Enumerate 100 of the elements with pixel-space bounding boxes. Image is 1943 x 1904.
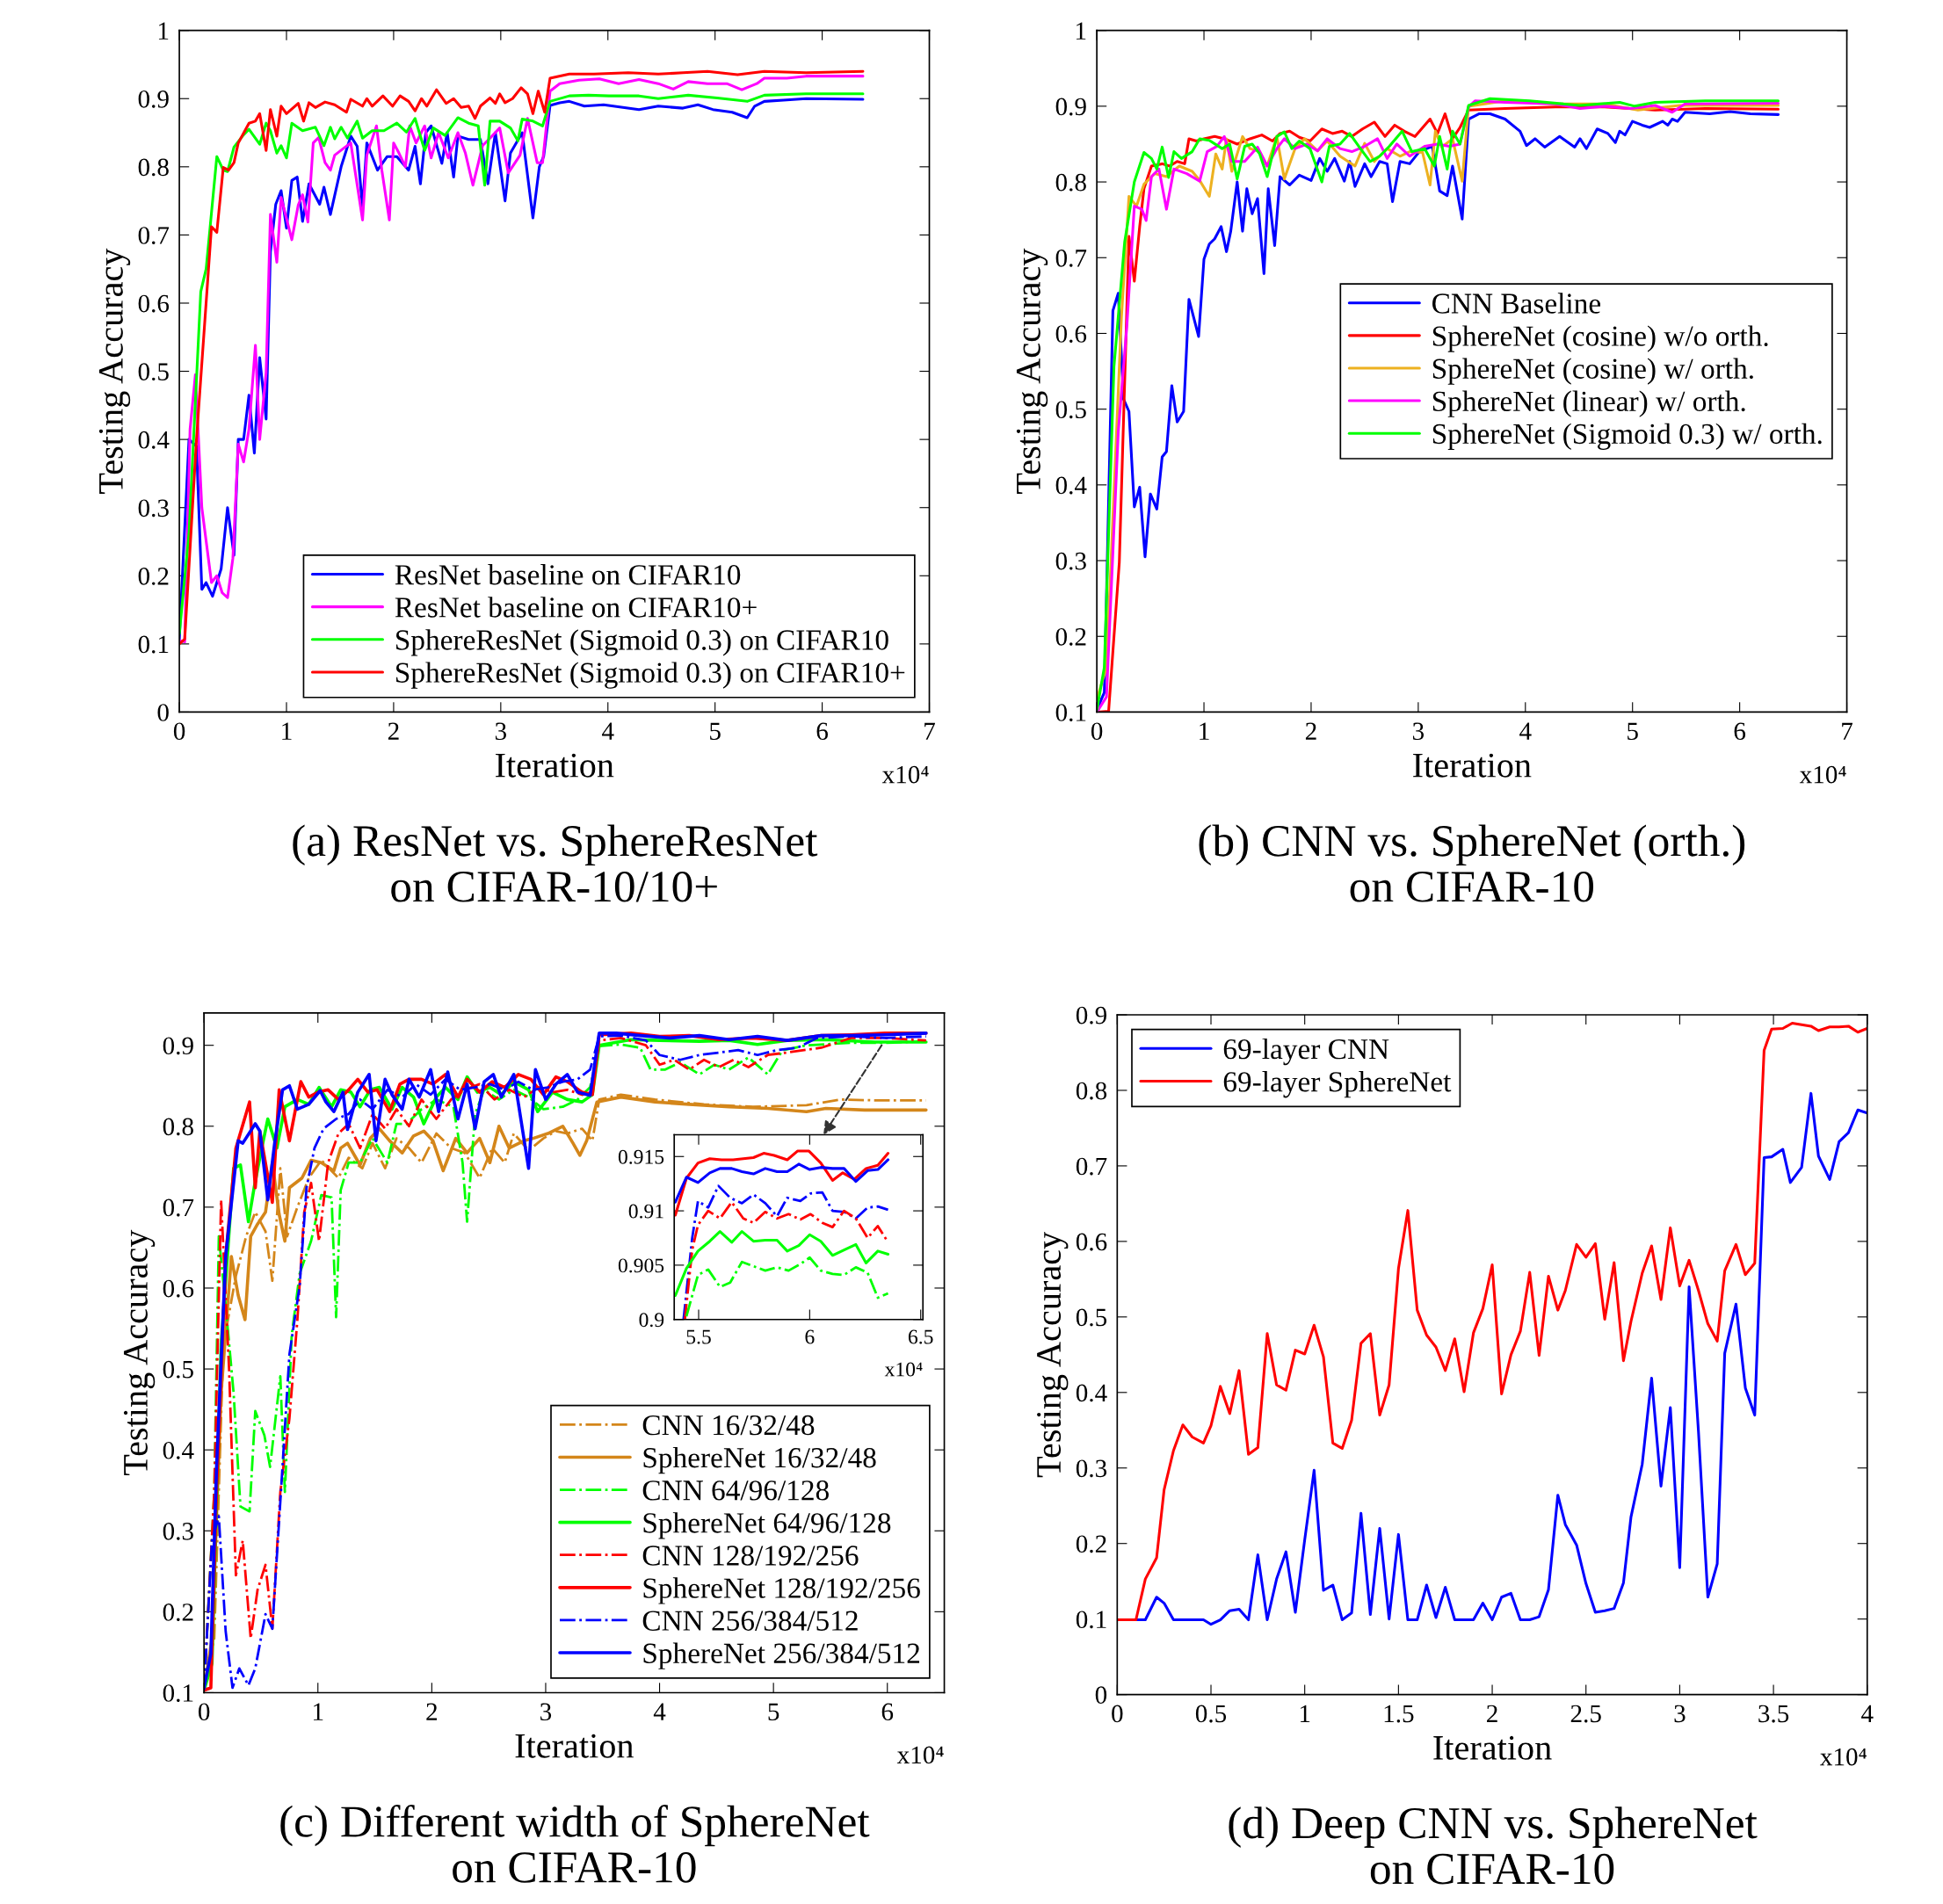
x-axis-title: Iteration	[496, 753, 614, 778]
legend-label: CNN 128/192/256	[642, 1546, 859, 1566]
y-axis-title: Testing Accuracy	[1016, 248, 1048, 494]
legend-label: 69-layer SphereNet	[1223, 1071, 1452, 1098]
x-tick-label: 3.5	[1758, 1705, 1789, 1723]
y-tick-label: 0.1	[163, 1684, 193, 1702]
text: x10⁴	[896, 1746, 944, 1764]
x-tick-label: 6	[1734, 722, 1746, 741]
x-tick-label: 3	[1674, 1705, 1686, 1723]
y-axis-title: Testing Accuracy	[1037, 1231, 1069, 1478]
y-tick-label: 0.5	[163, 1360, 193, 1379]
x-tick-label: 4	[1861, 1705, 1874, 1722]
y-tick-label: 0.1	[1055, 704, 1086, 721]
y-axis-title: Testing Accuracy	[123, 1229, 156, 1475]
text: (d) Deep CNN vs. SphereNet on CIFAR-10	[1229, 1806, 1758, 1885]
y-axis-title: Testing Accuracy	[98, 248, 131, 494]
annotation: x10⁴	[884, 1362, 923, 1377]
legend-label: SphereNet 16/32/48	[643, 1446, 876, 1474]
x-tick-label: 2	[388, 722, 399, 740]
x-tick-label: 1	[314, 1703, 323, 1720]
y-tick-label: 0.3	[138, 499, 169, 518]
y-tick-label: 0.6	[163, 1279, 194, 1298]
x-tick-label: 3	[540, 1703, 552, 1721]
y-tick-label: 0.9	[1076, 1006, 1107, 1024]
y-tick-label: 0.3	[1076, 1459, 1107, 1478]
y-tick-label: 0.2	[1076, 1535, 1106, 1553]
y-tick-label: 0.4	[138, 431, 170, 449]
line-series	[685, 1256, 889, 1318]
line-series	[674, 1230, 890, 1298]
y-tick-label: 0.3	[163, 1522, 193, 1540]
legend-label: SphereNet 64/96/128	[643, 1512, 891, 1539]
x-tick-label: 1	[1200, 722, 1209, 740]
line-series	[674, 1158, 890, 1204]
x-tick-label: 7	[924, 722, 935, 740]
x-tick-label: 3	[495, 722, 506, 741]
x-tick-label: 4	[653, 1703, 666, 1720]
y-tick-label: 0.91	[628, 1204, 663, 1219]
legend-label: CNN 256/384/512	[642, 1611, 858, 1631]
y-tick-label: 1	[1076, 22, 1086, 40]
legend-label: SphereResNet (Sigmoid 0.3) on CIFAR10	[396, 629, 888, 656]
x-tick-label: 2	[1305, 722, 1316, 740]
y-tick-label: 0.7	[138, 227, 170, 244]
text: x10⁴	[1799, 765, 1846, 784]
x-tick-label: 6	[805, 1329, 815, 1344]
x-tick-label: 5	[710, 722, 721, 741]
legend-label: SphereNet 256/384/512	[643, 1642, 920, 1669]
x-tick-label: 5.5	[686, 1329, 711, 1344]
y-tick-label: 0.1	[138, 635, 169, 654]
y-tick-label: 0.6	[138, 294, 170, 313]
x-tick-label: 4	[1519, 722, 1532, 740]
y-tick-label: 0.8	[1055, 173, 1086, 192]
y-tick-label: 0	[157, 704, 169, 721]
text: x10⁴	[881, 765, 929, 784]
y-tick-label: 1	[158, 22, 169, 40]
x-tick-label: 6	[816, 722, 829, 741]
line-series	[674, 1149, 890, 1217]
y-tick-label: 0.8	[163, 1118, 193, 1136]
legend-label: SphereNet (cosine) w/o orth.	[1432, 325, 1768, 352]
y-tick-label: 0.2	[1055, 627, 1086, 646]
x-axis-title: Iteration	[1413, 753, 1532, 778]
x-tick-label: 6.5	[908, 1329, 933, 1344]
x-tick-label: 5	[1628, 722, 1638, 741]
y-tick-label: 0.7	[1076, 1157, 1107, 1176]
y-tick-label: 0.915	[618, 1149, 664, 1164]
x-tick-label: 0	[1112, 1705, 1123, 1723]
legend-label: ResNet baseline on CIFAR10+	[395, 597, 757, 618]
x-tick-label: 1	[282, 722, 292, 740]
y-tick-label: 0.8	[138, 158, 169, 177]
text: (a) ResNet vs. SphereResNet on CIFAR-10/10+	[293, 824, 818, 902]
x-tick-label: 2	[1487, 1705, 1497, 1722]
y-tick-label: 0.9	[639, 1313, 664, 1328]
x-tick-label: 0.5	[1195, 1705, 1227, 1723]
y-tick-label: 0.4	[1076, 1384, 1107, 1402]
text: (c) Different width of SphereNet on CIFAR-10	[280, 1805, 870, 1883]
y-tick-label: 0.8	[1076, 1082, 1107, 1100]
legend-label: 69-layer CNN	[1223, 1038, 1389, 1066]
x-axis-title: Iteration	[515, 1734, 634, 1758]
y-tick-label: 0.9	[138, 90, 169, 108]
y-tick-label: 0.2	[163, 1604, 193, 1621]
legend-label: CNN 64/96/128	[642, 1480, 829, 1501]
y-tick-label: 0.5	[138, 363, 169, 381]
legend-label: CNN Baseline	[1432, 293, 1600, 314]
x-tick-label: 6	[881, 1703, 894, 1721]
x-tick-label: 1.5	[1384, 1705, 1414, 1723]
y-tick-label: 0.6	[1055, 325, 1087, 343]
y-tick-label: 0.7	[1055, 249, 1087, 267]
y-tick-label: 0.9	[163, 1037, 193, 1055]
x-tick-label: 0	[198, 1703, 210, 1721]
y-tick-label: 0.5	[1076, 1308, 1107, 1327]
x-tick-label: 4	[602, 722, 614, 740]
legend-label: ResNet baseline on CIFAR10	[395, 564, 741, 585]
y-tick-label: 0.905	[618, 1258, 664, 1273]
y-tick-label: 0	[1095, 1686, 1107, 1705]
x-tick-label: 2	[426, 1703, 438, 1720]
y-tick-label: 0.6	[1076, 1233, 1107, 1251]
x-tick-label: 3	[1412, 722, 1425, 741]
x-axis-title: Iteration	[1433, 1735, 1552, 1760]
y-tick-label: 0.9	[1055, 98, 1086, 116]
x-tick-label: 2.5	[1570, 1705, 1601, 1723]
y-tick-label: 0.4	[163, 1441, 194, 1459]
